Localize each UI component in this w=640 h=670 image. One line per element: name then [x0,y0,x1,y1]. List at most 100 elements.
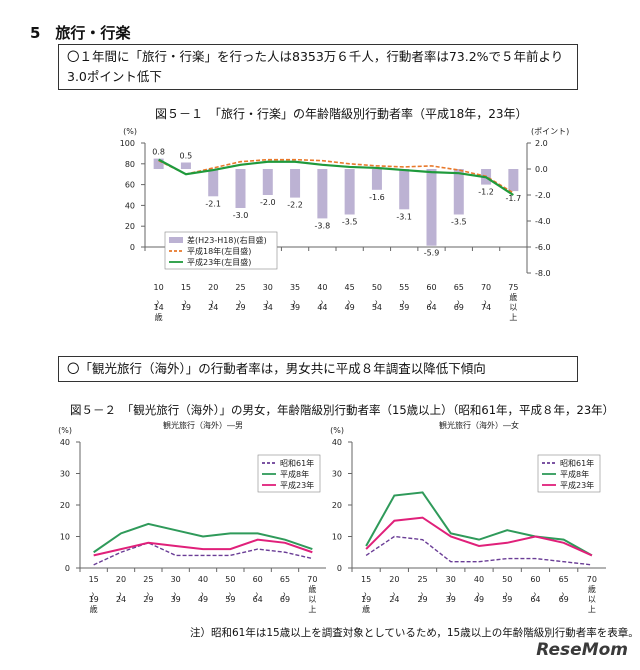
y-tick-label: 80 [125,160,135,169]
x-tick-label: 60 〜64 [252,575,263,604]
data-label: -3.5 [451,218,467,227]
x-tick-label: 60 〜64 [529,575,540,604]
legend-label: 平成23年 [560,480,594,490]
y-tick-label: 40 [125,201,135,210]
x-tick-label: 40 〜49 [473,575,484,604]
figure-caption: 図５－１ 「旅行・行楽」の年齢階級別行動者率（平成18年，23年） [155,107,528,121]
x-tick-label: 65 〜69 [558,575,569,604]
x-tick-label: 75 歳以上 [508,283,518,322]
y-axis-label: (%) [330,426,344,435]
line [158,158,514,196]
y-tick-label: 60 [125,181,135,190]
x-tick-label: 70 〜74 [480,283,491,312]
y2-axis-label: (ポイント) [531,127,569,136]
data-label: -1.6 [369,193,385,202]
legend-label: 平成18年(左目盛) [187,246,251,256]
line [93,522,313,554]
x-tick-label: 25 〜29 [142,575,153,604]
y-tick-label: 100 [120,139,135,148]
y-tick-label: 0 [65,564,70,573]
y-tick-label: 20 [332,501,342,510]
bar [262,169,273,195]
x-tick-label: 65 〜69 [453,283,464,312]
x-tick-label: 60 〜64 [426,283,437,312]
line [93,542,313,566]
line [93,538,313,557]
x-tick-label: 40 〜44 [316,283,327,312]
x-tick-label: 55 〜59 [398,283,409,312]
legend-swatch [169,237,183,243]
y-axis-label: (%) [58,426,72,435]
chart-title: 観光旅行（海外）―女 [439,420,519,430]
x-tick-label: 30 〜39 [445,575,456,604]
y-tick-label: 0 [130,243,135,252]
x-tick-label: 20 〜24 [115,575,126,604]
y-tick-label: 10 [332,533,342,542]
legend-label: 昭和61年 [280,458,314,468]
data-label: -1.2 [478,188,494,197]
y-tick-label: 40 [60,438,70,447]
x-tick-label: 30 〜34 [262,283,273,312]
y-tick-label: 20 [60,501,70,510]
y-tick-label: 0 [337,564,342,573]
bar [317,169,328,219]
summary-box: 〇１年間に「旅行・行楽」を行った人は8353万６千人，行動者率は73.2%で５年… [58,44,578,90]
data-label: 0.8 [152,148,165,157]
x-tick-label: 15 〜19 [180,283,191,312]
logo: ReseMom [536,640,628,660]
line [365,535,592,566]
legend-label: 平成8年 [560,469,589,479]
y-tick-label: 10 [60,533,70,542]
x-tick-label: 20 〜24 [388,575,399,604]
data-label: -2.1 [205,199,221,208]
x-tick-label: 30 〜39 [170,575,181,604]
data-label: -2.0 [260,198,276,207]
y2-tick-label: 2.0 [535,139,548,148]
figure-caption: 図５－２ 「観光旅行（海外）」の男女，年齢階級別行動者率（15歳以上）（昭和61… [70,403,615,417]
x-tick-label: 20 〜24 [207,283,218,312]
x-tick-label: 10 〜14 歳 [153,283,164,322]
footnote: 注）昭和61年は15歳以上を調査対象としているため，15歳以上の年齢階級別行動者… [190,627,639,639]
x-tick-label: 70 歳以上 [587,575,597,614]
data-label: -3.8 [315,221,331,230]
x-tick-label: 65 〜69 [279,575,290,604]
line [365,491,593,557]
y-axis-label: (%) [123,127,137,136]
x-tick-label: 40 〜49 [197,575,208,604]
legend-box [164,231,278,270]
section-title: 5 旅行・行楽 [30,24,131,42]
bar [344,169,355,215]
data-label: -3.1 [396,212,412,221]
x-tick-label: 50 〜59 [501,575,512,604]
x-tick-label: 50 〜54 [371,283,382,312]
bar [153,158,164,169]
bar [453,169,464,215]
data-label: 0.5 [180,152,193,161]
bar [180,162,191,169]
data-label: -3.5 [342,218,358,227]
legend-label: 差(H23-H18)(右目盛) [187,235,267,245]
y2-tick-label: -8.0 [535,269,551,278]
data-label: -1.7 [506,194,522,203]
legend-label: 昭和61年 [560,458,594,468]
x-tick-label: 15 〜19 歳 [88,575,99,614]
y-tick-label: 30 [332,470,342,479]
bar [399,169,410,210]
x-tick-label: 50 〜59 [224,575,235,604]
bar [371,169,382,190]
y-tick-label: 30 [60,470,70,479]
y2-tick-label: -2.0 [535,191,551,200]
x-tick-label: 35 〜39 [289,283,300,312]
data-label: -5.9 [424,249,440,258]
bar [235,169,246,208]
bar [290,169,301,198]
data-label: -3.0 [233,211,249,220]
bar [208,169,219,197]
x-tick-label: 25 〜29 [235,283,246,312]
y-tick-label: 20 [125,222,135,231]
legend-label: 平成23年(左目盛) [187,257,251,267]
bar [426,169,437,246]
summary-box: 〇「観光旅行（海外）」の行動者率は，男女共に平成８年調査以降低下傾向 [58,356,578,382]
